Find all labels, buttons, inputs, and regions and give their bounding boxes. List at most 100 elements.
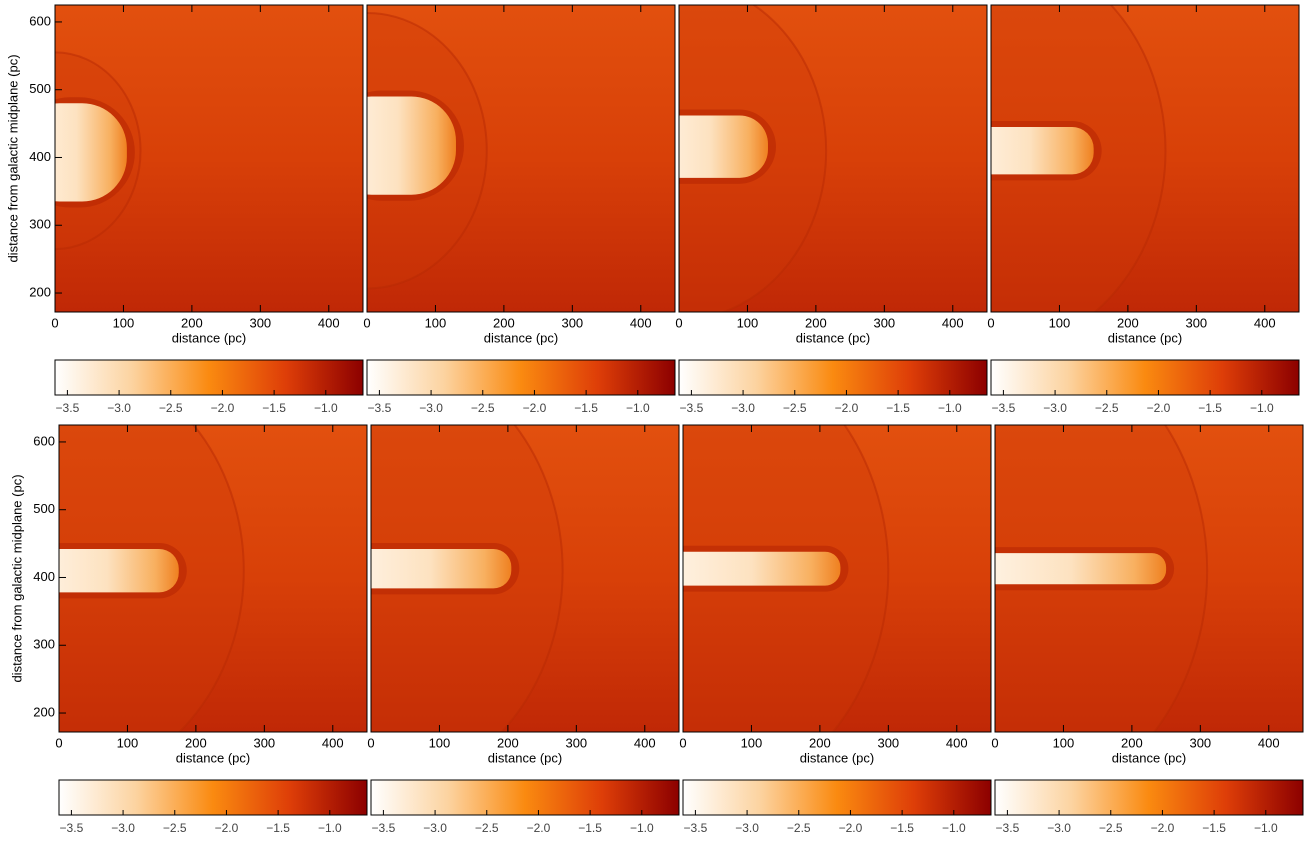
colorbar-fill — [59, 780, 367, 815]
colorbar-tick-label: −1.5 — [262, 401, 286, 415]
colorbar-fill — [995, 780, 1303, 815]
x-tick-label: 0 — [51, 315, 58, 330]
page: 0100200300400distance (pc)20030040050060… — [0, 0, 1310, 842]
colorbar-tick-label: −1.0 — [938, 401, 962, 415]
x-tick-label: 200 — [805, 315, 827, 330]
x-tick-label: 200 — [493, 315, 515, 330]
colorbar-tick-label: −2.5 — [787, 821, 811, 835]
colorbar-tick-label: −3.0 — [731, 401, 755, 415]
colorbar-tick-label: −1.0 — [318, 821, 342, 835]
colorbar: −3.5−3.0−2.5−2.0−1.5−1.0 — [371, 780, 679, 835]
colorbar-tick-label: −2.5 — [475, 821, 499, 835]
colorbar: −3.5−3.0−2.5−2.0−1.5−1.0 — [991, 360, 1299, 415]
panel: 0100200300400distance (pc)20030040050060… — [0, 358, 367, 835]
x-tick-label: 300 — [561, 315, 583, 330]
colorbar-tick-label: −3.5 — [684, 821, 708, 835]
y-tick-label: 600 — [29, 13, 51, 28]
x-tick-label: 100 — [741, 735, 763, 750]
colorbar-tick-label: −1.5 — [1198, 401, 1222, 415]
x-tick-label: 400 — [634, 735, 656, 750]
x-axis-label: distance (pc) — [484, 330, 558, 345]
colorbar-tick-label: −3.5 — [996, 821, 1020, 835]
colorbar-tick-label: −3.5 — [368, 401, 392, 415]
colorbar-tick-label: −2.5 — [783, 401, 807, 415]
y-tick-label: 200 — [33, 704, 55, 719]
density-image — [0, 358, 367, 783]
colorbar-tick-label: −2.0 — [839, 821, 863, 835]
colorbar-tick-label: −1.5 — [890, 821, 914, 835]
colorbar-tick-label: −3.5 — [60, 821, 84, 835]
x-axis-label: distance (pc) — [1112, 750, 1186, 765]
x-tick-label: 300 — [249, 315, 271, 330]
x-tick-label: 400 — [630, 315, 652, 330]
x-tick-label: 0 — [675, 315, 682, 330]
colorbar-tick-label: −2.0 — [215, 821, 239, 835]
x-tick-label: 200 — [1121, 735, 1143, 750]
x-axis-label: distance (pc) — [1108, 330, 1182, 345]
colorbar-tick-label: −2.5 — [1095, 401, 1119, 415]
colorbar-tick-label: −1.5 — [886, 401, 910, 415]
x-tick-label: 100 — [429, 735, 451, 750]
colorbar-tick-label: −3.5 — [56, 401, 80, 415]
x-tick-label: 300 — [1189, 735, 1211, 750]
x-tick-label: 300 — [253, 735, 275, 750]
colorbar-tick-label: −3.0 — [735, 821, 759, 835]
y-tick-label: 400 — [33, 569, 55, 584]
colorbar-tick-label: −2.5 — [1099, 821, 1123, 835]
x-tick-label: 100 — [425, 315, 447, 330]
y-tick-label: 400 — [29, 149, 51, 164]
x-axis-label: distance (pc) — [176, 750, 250, 765]
colorbar-tick-label: −1.5 — [266, 821, 290, 835]
y-tick-label: 500 — [33, 501, 55, 516]
x-axis-label: distance (pc) — [800, 750, 874, 765]
x-tick-label: 400 — [946, 735, 968, 750]
colorbar-fill — [991, 360, 1299, 395]
x-tick-label: 200 — [497, 735, 519, 750]
x-tick-label: 200 — [185, 735, 207, 750]
colorbar-tick-label: −3.5 — [372, 821, 396, 835]
x-tick-label: 200 — [1117, 315, 1139, 330]
y-axis-label: distance from galactic midplane (pc) — [9, 474, 24, 682]
colorbar-tick-label: −1.0 — [314, 401, 338, 415]
x-tick-label: 400 — [942, 315, 964, 330]
colorbar-tick-label: −2.5 — [159, 401, 183, 415]
x-tick-label: 0 — [679, 735, 686, 750]
colorbar-tick-label: −3.5 — [680, 401, 704, 415]
colorbar-tick-label: −3.0 — [107, 401, 131, 415]
colorbar-tick-label: −2.0 — [211, 401, 235, 415]
y-tick-label: 200 — [29, 284, 51, 299]
x-tick-label: 100 — [113, 315, 135, 330]
colorbar-tick-label: −2.0 — [1147, 401, 1171, 415]
x-tick-label: 200 — [809, 735, 831, 750]
figure: 0100200300400distance (pc)20030040050060… — [0, 0, 1310, 842]
colorbar-tick-label: −3.0 — [111, 821, 135, 835]
y-tick-label: 500 — [29, 81, 51, 96]
x-axis-label: distance (pc) — [796, 330, 870, 345]
colorbar-tick-label: −1.0 — [942, 821, 966, 835]
colorbar-fill — [371, 780, 679, 815]
colorbar-tick-label: −1.0 — [630, 821, 654, 835]
x-tick-label: 200 — [181, 315, 203, 330]
colorbar-tick-label: −1.0 — [626, 401, 650, 415]
colorbar-tick-label: −3.5 — [992, 401, 1016, 415]
colorbar-fill — [679, 360, 987, 395]
x-tick-label: 0 — [367, 735, 374, 750]
x-tick-label: 0 — [987, 315, 994, 330]
colorbar-tick-label: −1.5 — [578, 821, 602, 835]
x-tick-label: 400 — [322, 735, 344, 750]
x-tick-label: 0 — [55, 735, 62, 750]
colorbar-tick-label: −3.0 — [423, 821, 447, 835]
colorbar-tick-label: −2.0 — [523, 401, 547, 415]
x-tick-label: 300 — [873, 315, 895, 330]
y-tick-label: 300 — [29, 217, 51, 232]
colorbar-tick-label: −3.0 — [1047, 821, 1071, 835]
colorbar-tick-label: −3.0 — [419, 401, 443, 415]
colorbar: −3.5 −3.0 −2.5 −2.0 −1.5 −1.0 — [55, 360, 363, 415]
x-tick-label: 400 — [1258, 735, 1280, 750]
colorbar: −3.5−3.0−2.5−2.0−1.5−1.0 — [59, 780, 367, 835]
colorbar-tick-label: −2.0 — [1151, 821, 1175, 835]
x-tick-label: 100 — [1053, 735, 1075, 750]
x-tick-label: 0 — [363, 315, 370, 330]
x-tick-label: 0 — [991, 735, 998, 750]
colorbar-tick-label: −2.5 — [471, 401, 495, 415]
